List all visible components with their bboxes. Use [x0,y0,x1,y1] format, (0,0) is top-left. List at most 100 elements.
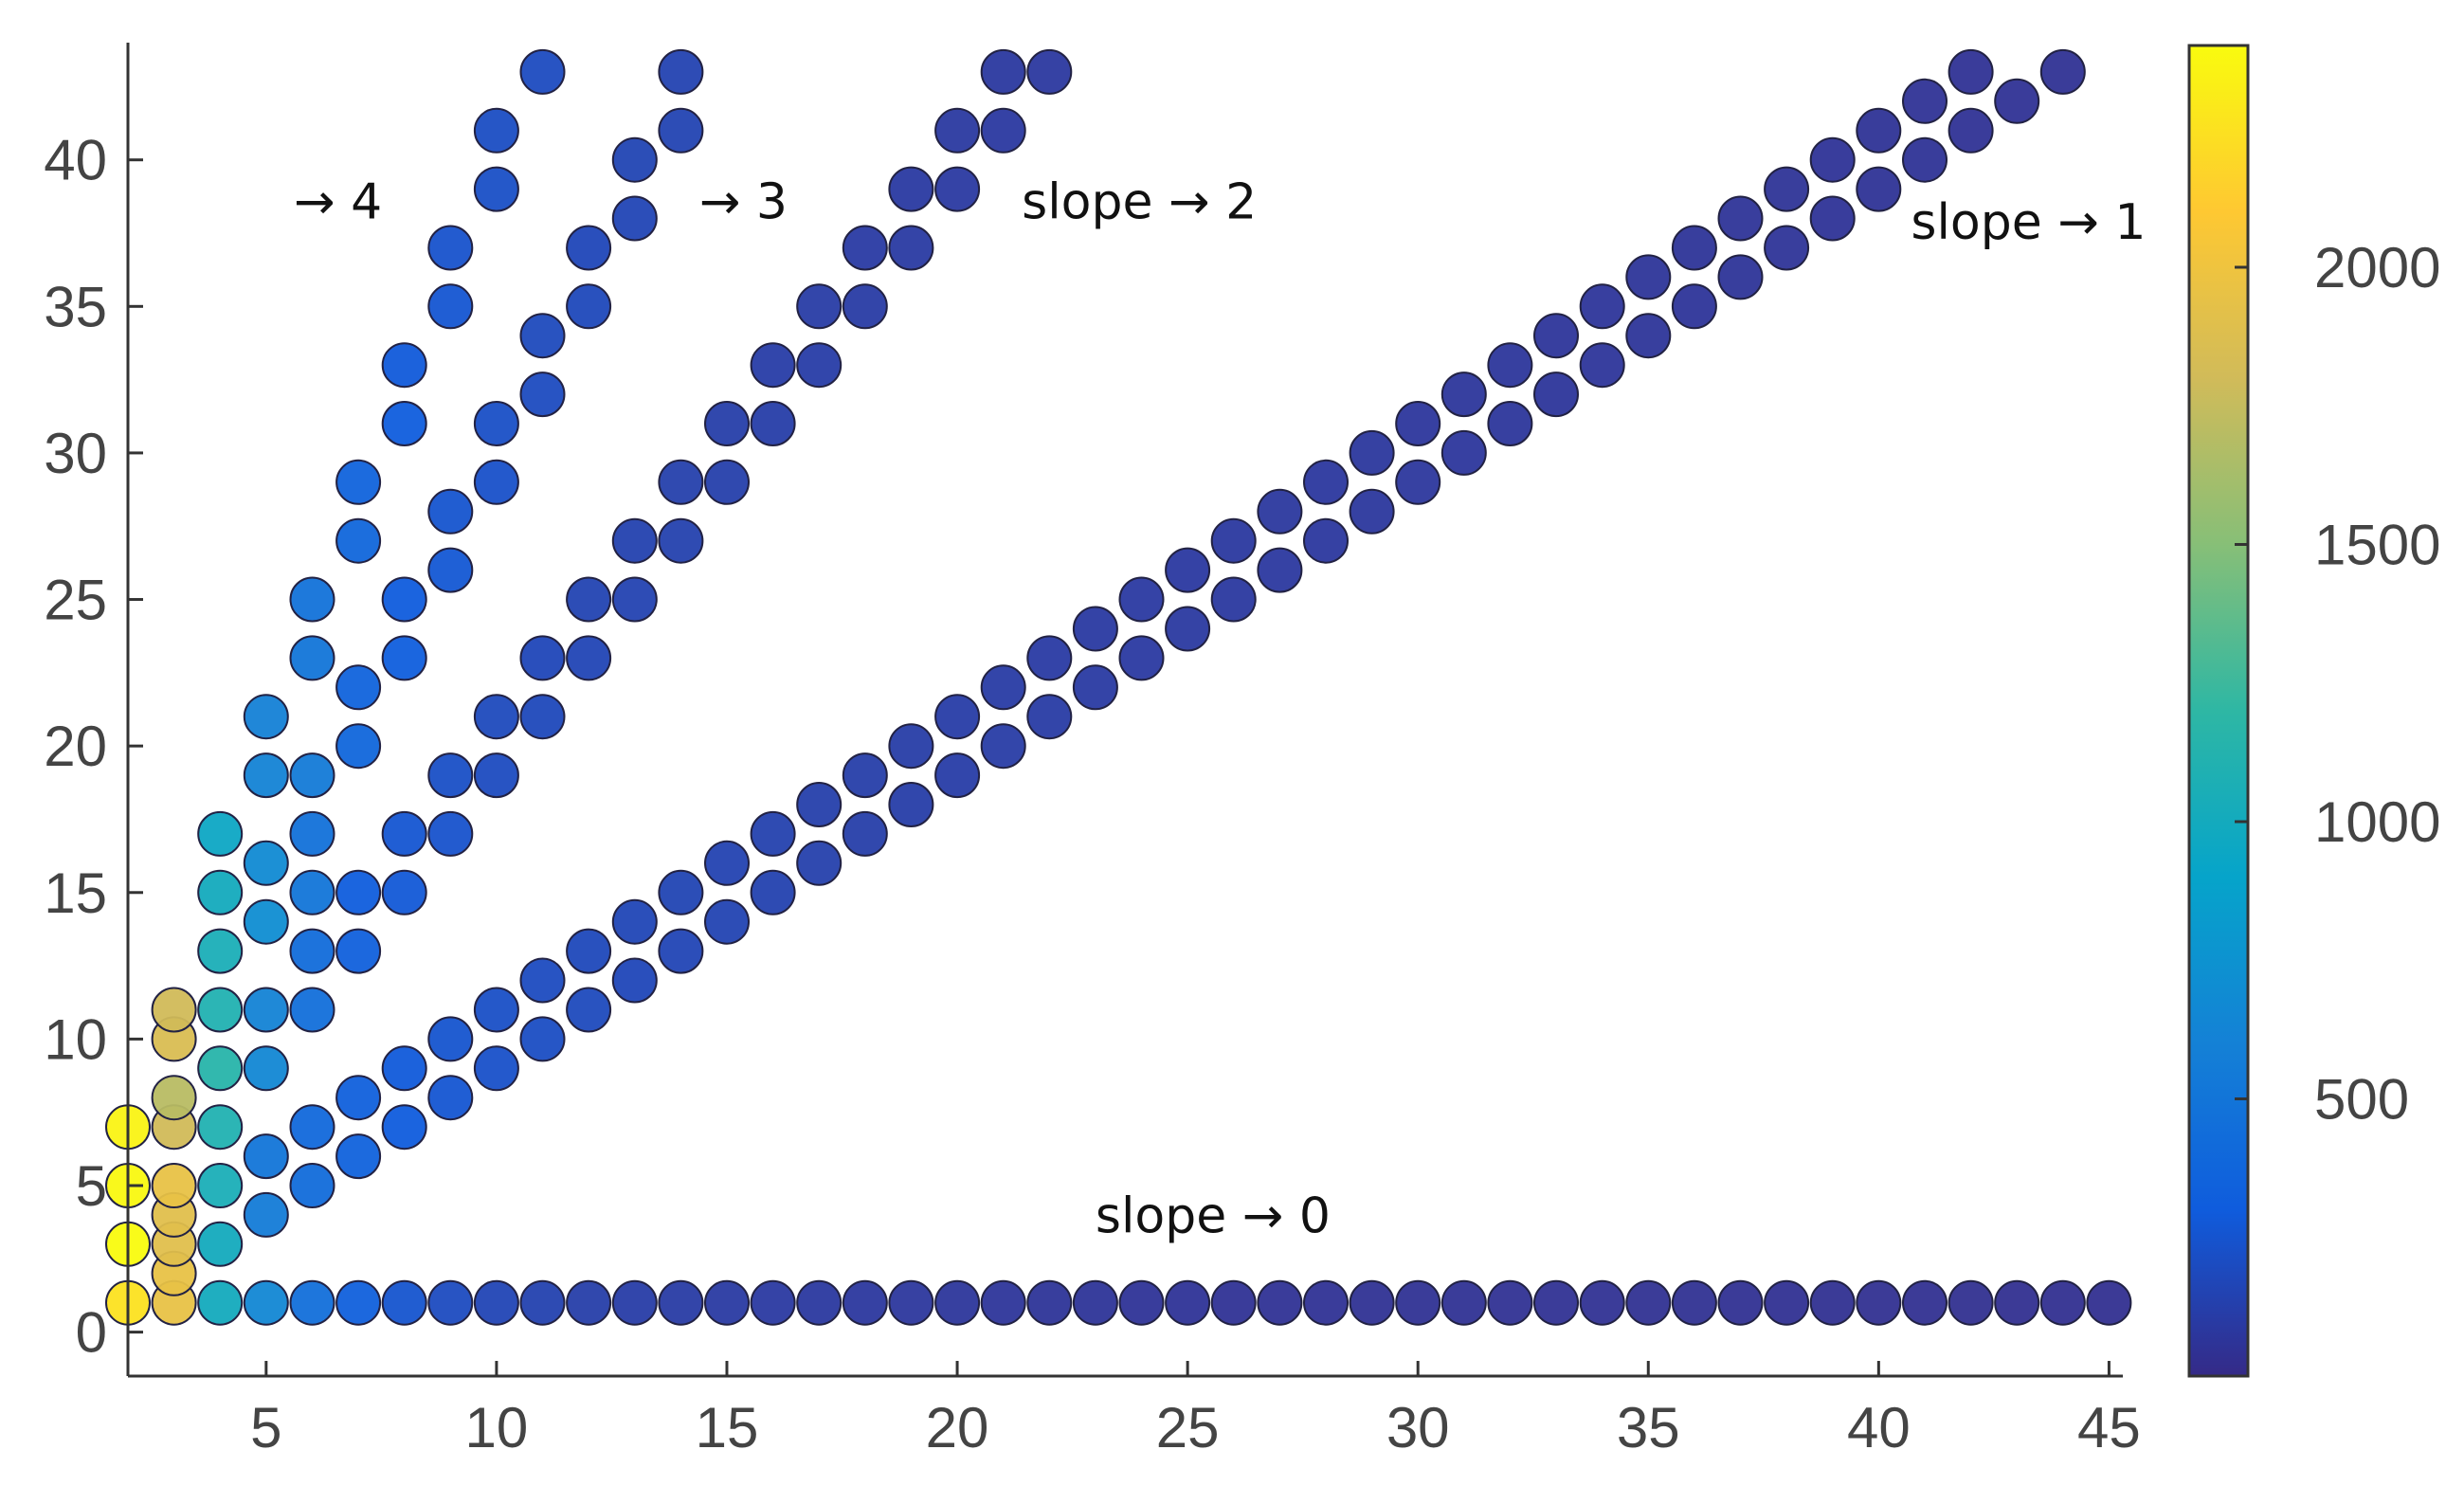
data-point [1717,254,1764,300]
data-point [1257,547,1303,593]
data-point [1625,313,1672,359]
data-point [519,635,566,681]
data-point [2039,48,2086,95]
data-point [704,401,750,446]
data-point [1026,48,1073,95]
data-point [335,1075,382,1121]
data-point [796,840,842,886]
data-point [1994,1279,2040,1326]
y-tick-label: 20 [44,715,107,778]
data-point [566,576,612,623]
data-point [335,517,382,564]
data-point [427,1279,474,1326]
data-point [1349,488,1395,535]
data-point [197,1279,244,1326]
data-point [289,576,335,623]
data-point [427,547,474,593]
data-point [1118,635,1165,681]
data-point [980,723,1026,770]
data-point [473,694,519,740]
data-point [658,928,704,974]
data-point [796,782,842,827]
data-point [197,1104,244,1151]
data-point [1533,1279,1579,1326]
data-point [1395,1279,1441,1326]
data-point [704,840,750,886]
data-point [381,1104,427,1151]
data-point [611,576,658,623]
y-tick-label: 0 [76,1301,107,1365]
slope-annotation: → 3 [699,174,788,231]
data-point [335,723,382,770]
data-point [289,1279,335,1326]
data-point [1902,1279,1948,1326]
data-point [658,517,704,564]
data-point [658,459,704,505]
data-point [566,283,612,330]
data-point [335,928,382,974]
data-point [566,635,612,681]
data-point [1487,401,1533,446]
data-point [1625,254,1672,300]
data-point [1994,78,2040,124]
data-point [1118,1279,1165,1326]
y-tick-label: 40 [44,129,107,192]
data-point [519,372,566,418]
data-point [566,928,612,974]
y-tick-label: 15 [44,861,107,925]
data-point [151,1163,197,1208]
data-point [197,810,244,857]
data-point [243,898,289,945]
data-point [1026,1279,1073,1326]
colorbar-tick-label: 1500 [2314,514,2440,577]
data-point [289,635,335,681]
data-point [197,1221,244,1267]
data-point [197,928,244,974]
data-point [980,48,1026,95]
data-point [381,810,427,857]
data-point [473,752,519,799]
data-point [1764,1279,1810,1326]
data-point [842,1279,888,1326]
data-point [427,1016,474,1062]
data-point [1764,166,1810,212]
data-point [611,898,658,945]
data-point [2039,1279,2086,1326]
data-point [1948,107,1994,154]
data-point [1210,517,1257,564]
y-tick-label: 5 [76,1154,107,1218]
data-point [289,752,335,799]
data-point [427,488,474,535]
colorbar-tick-label: 1000 [2314,790,2440,854]
data-point [842,225,888,271]
data-point [796,342,842,389]
data-point [335,1279,382,1326]
data-point [1303,1279,1349,1326]
data-point [519,48,566,95]
data-point [1440,1279,1487,1326]
data-point [888,723,934,770]
data-point [1625,1279,1672,1326]
data-point [197,987,244,1033]
data-point [197,1163,244,1208]
data-point [427,810,474,857]
colorbar-tick-label: 2000 [2314,236,2440,299]
data-point [750,810,796,857]
data-point [658,869,704,915]
data-point [1809,195,1856,242]
slope-annotation: slope → 2 [1022,174,1257,231]
slope-annotation: slope → 1 [1911,194,2146,251]
x-tick-label: 25 [1156,1396,1220,1459]
data-point [519,694,566,740]
data-point [427,1075,474,1121]
data-point [934,1279,981,1326]
slope-annotation: → 4 [294,174,382,231]
data-point [888,225,934,271]
colorbar: 500 1000 1500 2000 [2187,44,2440,1378]
data-point [289,928,335,974]
x-tick-label: 45 [2077,1396,2141,1459]
y-tick-label: 10 [44,1007,107,1071]
data-point [750,1279,796,1326]
data-point [796,1279,842,1326]
